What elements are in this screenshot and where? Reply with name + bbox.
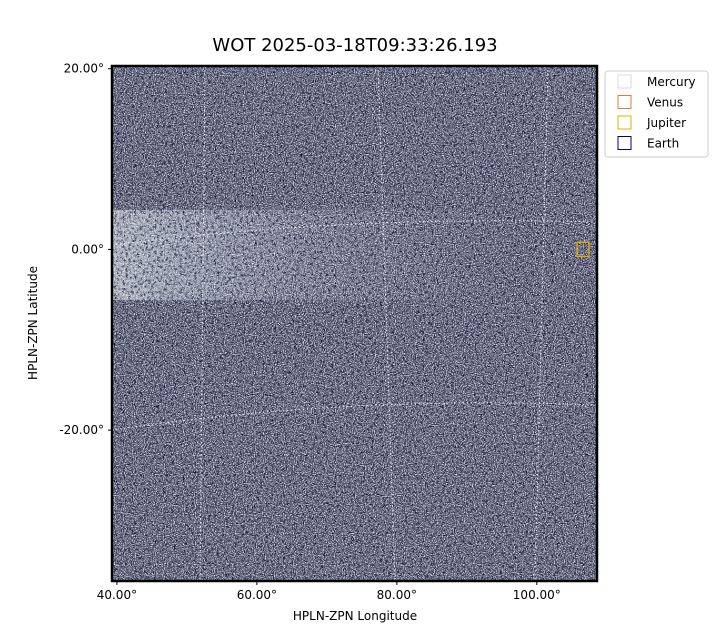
legend-swatch	[617, 136, 632, 150]
planet-marker	[576, 241, 590, 258]
legend-label: Jupiter	[646, 116, 686, 130]
sky-image	[110, 64, 599, 583]
x-tick-label: 100.00°	[513, 588, 561, 602]
legend-label: Venus	[647, 96, 683, 110]
legend-swatch	[617, 95, 632, 109]
legend-swatch	[617, 74, 632, 89]
x-tick-label: 60.00°	[237, 588, 277, 602]
legend-swatch	[617, 115, 632, 130]
legend-box	[604, 70, 709, 158]
x-tick-label: 80.00°	[377, 588, 417, 602]
x-tick-label: 40.00°	[97, 588, 137, 602]
y-axis-label: HPLN-ZPN Latitude	[26, 266, 40, 380]
y-tick-label: -20.00°	[59, 423, 104, 437]
x-axis-label: HPLN-ZPN Longitude	[293, 609, 417, 623]
chart-title: WOT 2025-03-18T09:33:26.193	[212, 35, 497, 56]
y-tick-label: 20.00°	[64, 62, 104, 76]
legend-label: Mercury	[647, 75, 696, 89]
legend	[604, 70, 709, 158]
legend-label: Earth	[647, 137, 679, 151]
y-tick-label: 0.00°	[71, 242, 104, 256]
